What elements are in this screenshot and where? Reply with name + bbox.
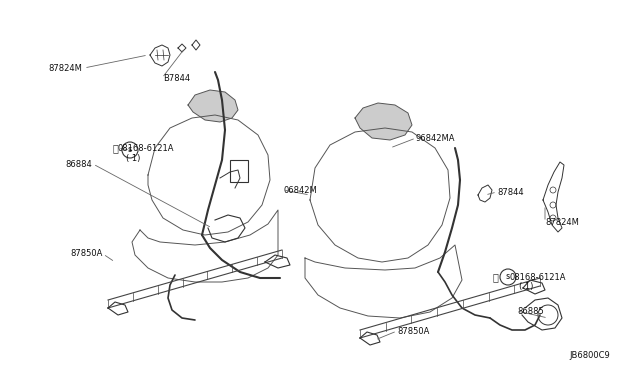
Polygon shape bbox=[355, 103, 412, 140]
Text: 87850A: 87850A bbox=[397, 327, 429, 336]
Bar bbox=[230, 160, 248, 182]
Text: 87824M: 87824M bbox=[48, 64, 82, 73]
Text: 06842M: 06842M bbox=[283, 186, 317, 195]
Text: B7844: B7844 bbox=[163, 74, 190, 83]
Text: ( 1): ( 1) bbox=[126, 154, 140, 163]
Polygon shape bbox=[188, 90, 238, 122]
Text: 87850A: 87850A bbox=[70, 250, 103, 259]
Text: S: S bbox=[506, 274, 510, 280]
Text: 96842MA: 96842MA bbox=[416, 134, 456, 142]
Text: Ⓢ: Ⓢ bbox=[112, 143, 118, 153]
Text: Ⓢ: Ⓢ bbox=[492, 272, 498, 282]
Text: ( 1): ( 1) bbox=[519, 282, 533, 292]
Text: 08168-6121A: 08168-6121A bbox=[118, 144, 175, 153]
Text: 87824M: 87824M bbox=[545, 218, 579, 227]
Text: 86885: 86885 bbox=[517, 307, 544, 315]
Text: S: S bbox=[128, 147, 132, 153]
Text: 86884: 86884 bbox=[65, 160, 92, 169]
Text: JB6800C9: JB6800C9 bbox=[569, 352, 610, 360]
Text: 87844: 87844 bbox=[497, 187, 524, 196]
Text: 08168-6121A: 08168-6121A bbox=[510, 273, 566, 282]
